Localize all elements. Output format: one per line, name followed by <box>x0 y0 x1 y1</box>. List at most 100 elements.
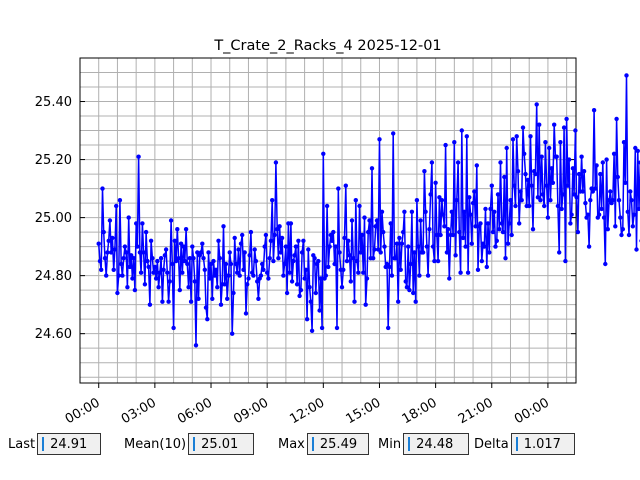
data-point <box>180 270 185 275</box>
data-point <box>177 287 182 293</box>
data-point <box>547 145 552 151</box>
x-tick-label: 00:00 <box>63 395 103 427</box>
data-point <box>625 209 630 214</box>
data-point <box>122 244 128 249</box>
data-point <box>571 192 577 197</box>
data-point <box>362 215 367 220</box>
data-point <box>171 325 176 331</box>
data-point <box>408 261 413 267</box>
data-point <box>326 264 331 270</box>
data-point <box>527 203 532 209</box>
data-point <box>505 241 511 246</box>
data-point <box>601 215 607 220</box>
data-point <box>478 221 483 226</box>
data-point <box>570 166 576 171</box>
x-tick-label: 06:00 <box>175 395 215 427</box>
data-point <box>404 285 410 290</box>
data-point <box>100 186 105 191</box>
stat-min-field[interactable]: 24.48 <box>403 433 470 455</box>
data-point <box>606 198 612 203</box>
data-point <box>312 256 317 261</box>
data-point <box>422 169 427 174</box>
data-point <box>319 325 325 331</box>
data-point <box>301 238 306 243</box>
data-point <box>449 209 454 214</box>
data-point <box>162 253 168 258</box>
data-point <box>559 206 564 212</box>
data-point <box>523 171 528 177</box>
data-point <box>97 258 103 264</box>
data-point <box>497 227 502 232</box>
data-point <box>437 195 442 200</box>
data-point <box>225 296 230 301</box>
data-point <box>188 299 194 304</box>
stat-mean-field[interactable]: 25.01 <box>188 433 255 455</box>
data-point <box>236 247 241 252</box>
data-point <box>468 212 473 217</box>
data-point <box>270 198 275 203</box>
data-point <box>210 296 215 301</box>
data-point <box>629 198 634 203</box>
data-point <box>151 270 156 275</box>
data-point <box>260 261 265 267</box>
data-point <box>352 299 357 304</box>
stat-last-field[interactable]: 24.91 <box>37 433 102 455</box>
data-point <box>106 238 111 243</box>
stat-max-label: Max <box>278 436 305 452</box>
text-cursor <box>193 437 196 451</box>
stat-delta-field[interactable]: 1.017 <box>510 433 575 455</box>
y-tick-label: 24.60 <box>35 327 72 342</box>
data-point <box>573 128 578 133</box>
stat-min-label: Min <box>378 436 402 452</box>
data-point <box>613 224 618 229</box>
data-point <box>160 299 165 304</box>
data-point <box>483 206 488 212</box>
data-point <box>386 325 391 331</box>
data-point <box>469 241 474 246</box>
data-point <box>633 145 638 151</box>
data-point <box>158 256 164 261</box>
data-point <box>228 261 234 267</box>
data-point <box>503 256 508 261</box>
stat-max-field[interactable]: 25.49 <box>306 433 369 455</box>
data-point <box>287 270 292 275</box>
data-point <box>248 229 254 235</box>
data-point <box>393 256 398 261</box>
data-point <box>143 229 149 235</box>
data-point <box>430 244 436 249</box>
data-point <box>263 232 269 238</box>
data-point <box>623 180 628 185</box>
data-point <box>198 250 204 255</box>
data-point <box>297 293 302 299</box>
data-point <box>464 134 469 139</box>
data-point <box>377 137 382 142</box>
data-point <box>453 253 458 258</box>
data-point <box>329 238 335 243</box>
data-point <box>635 148 640 154</box>
data-point <box>517 221 522 226</box>
data-point <box>518 189 523 194</box>
data-point <box>598 171 603 177</box>
data-point <box>534 102 539 107</box>
data-point <box>201 256 206 261</box>
data-point <box>391 131 396 136</box>
data-point <box>634 247 639 252</box>
data-point <box>196 296 201 301</box>
data-point <box>262 244 267 249</box>
data-point <box>388 221 393 226</box>
data-point <box>273 160 279 165</box>
data-point <box>409 209 415 214</box>
data-point <box>109 250 114 255</box>
data-point <box>428 192 433 197</box>
data-point <box>299 250 305 255</box>
data-point <box>593 186 598 191</box>
data-point <box>116 273 121 278</box>
data-point <box>258 273 264 278</box>
data-point <box>126 215 131 220</box>
data-point <box>452 140 457 145</box>
data-point <box>363 302 368 307</box>
data-point <box>434 232 440 238</box>
data-point <box>470 200 476 206</box>
stat-mean: Mean(10) 25.01 <box>124 432 255 456</box>
data-point <box>398 267 403 272</box>
